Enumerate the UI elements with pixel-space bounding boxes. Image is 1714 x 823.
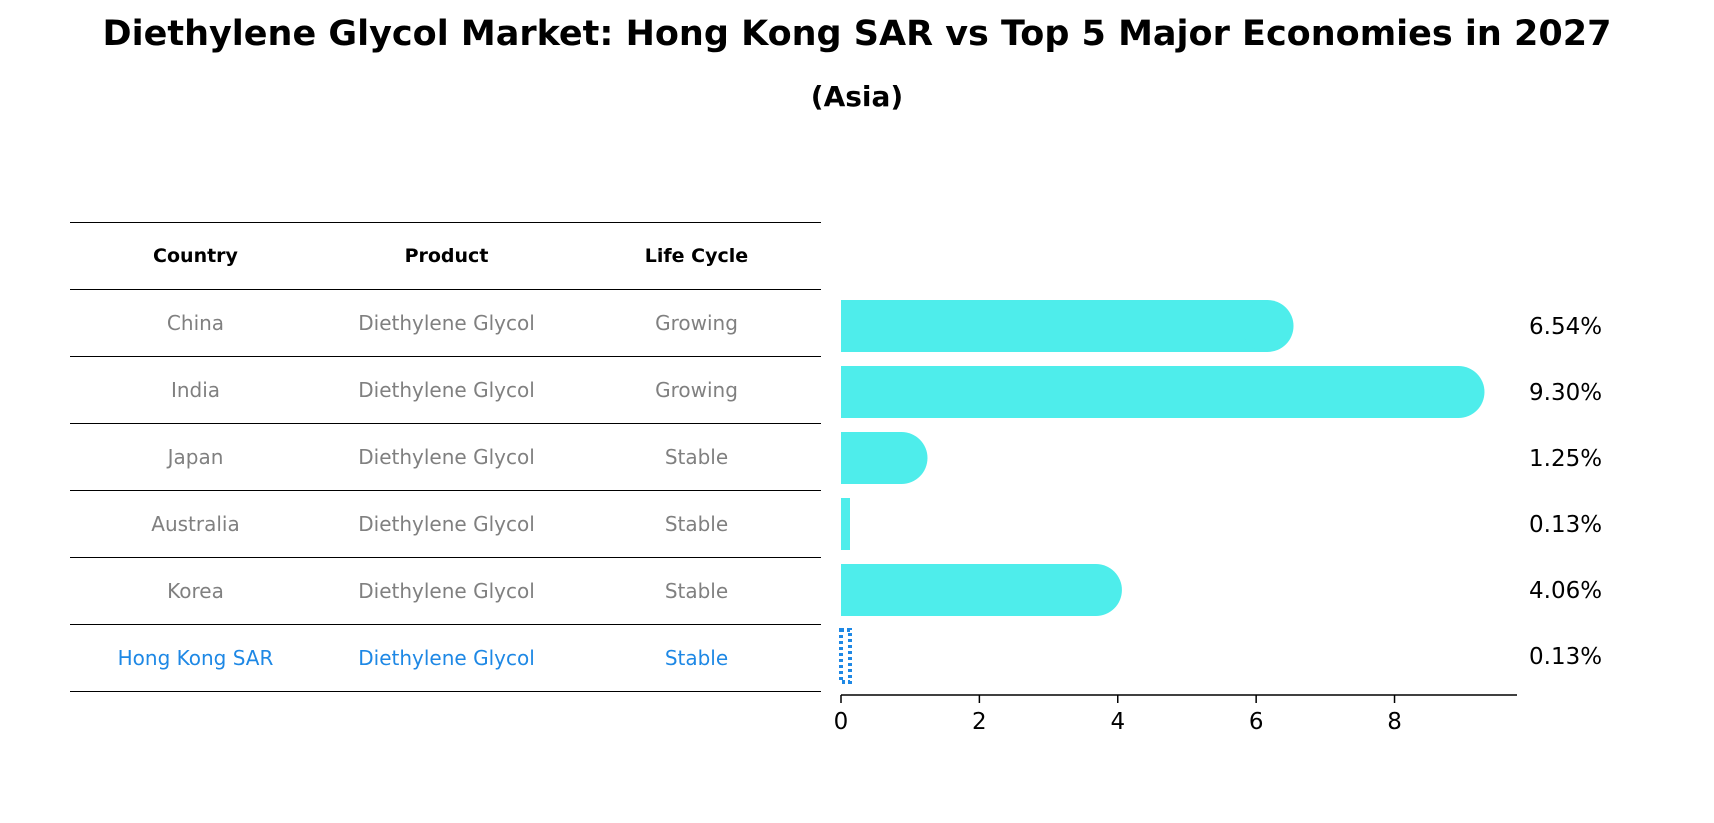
- table-row: Korea Diethylene Glycol Stable: [70, 557, 821, 624]
- table-row-highlight: Hong Kong SAR Diethylene Glycol Stable: [70, 624, 821, 692]
- bar-korea: [841, 564, 1122, 616]
- header-country: Country: [153, 245, 238, 267]
- bar-japan: [841, 432, 928, 484]
- life-cycle-cell: Stable: [664, 579, 729, 603]
- country-cell: Korea: [167, 579, 224, 603]
- value-label: 6.54%: [1529, 314, 1602, 340]
- x-tick-label: 6: [1249, 709, 1264, 735]
- header-life-cycle: Life Cycle: [644, 245, 749, 267]
- product-cell: Diethylene Glycol: [358, 579, 535, 603]
- country-cell: China: [166, 311, 225, 335]
- bar-hong-kong-sar: [839, 628, 852, 684]
- bar-chart: 6.54% 9.30% 1.25% 0.13% 4.06% 0.13% 0 2 4 6 8: [834, 300, 1602, 735]
- value-label: 0.13%: [1529, 512, 1602, 538]
- life-cycle-cell: Stable: [664, 512, 729, 536]
- life-cycle-cell: Growing: [655, 378, 738, 402]
- bar-australia: [841, 498, 850, 550]
- bar-india: [841, 366, 1485, 418]
- product-cell: Diethylene Glycol: [358, 646, 535, 670]
- value-label: 4.06%: [1529, 578, 1602, 604]
- chart-title: Diethylene Glycol Market: Hong Kong SAR …: [102, 14, 1612, 54]
- product-cell: Diethylene Glycol: [358, 445, 535, 469]
- country-cell: Australia: [151, 512, 240, 536]
- data-table: Country Product Life Cycle China Diethyl…: [70, 222, 821, 692]
- product-cell: Diethylene Glycol: [358, 378, 535, 402]
- value-label: 1.25%: [1529, 446, 1602, 472]
- product-cell: Diethylene Glycol: [358, 311, 535, 335]
- bar-china: [841, 300, 1294, 352]
- product-cell: Diethylene Glycol: [358, 512, 535, 536]
- x-tick-label: 8: [1387, 709, 1402, 735]
- country-cell: Hong Kong SAR: [117, 646, 274, 670]
- chart-subtitle: (Asia): [810, 80, 904, 113]
- table-row: Australia Diethylene Glycol Stable: [70, 490, 821, 557]
- x-tick-label: 2: [972, 709, 987, 735]
- x-tick-label: 0: [834, 709, 849, 735]
- table-header-row: Country Product Life Cycle: [70, 222, 821, 289]
- life-cycle-cell: Stable: [664, 646, 729, 670]
- country-cell: Japan: [167, 445, 224, 469]
- table-row: China Diethylene Glycol Growing: [70, 289, 821, 356]
- life-cycle-cell: Stable: [664, 445, 729, 469]
- life-cycle-cell: Growing: [655, 311, 738, 335]
- table-row: India Diethylene Glycol Growing: [70, 356, 821, 423]
- value-label: 9.30%: [1529, 380, 1602, 406]
- value-label: 0.13%: [1529, 644, 1602, 670]
- header-product: Product: [404, 245, 489, 267]
- country-cell: India: [170, 378, 221, 402]
- table-row: Japan Diethylene Glycol Stable: [70, 423, 821, 490]
- x-tick-label: 4: [1110, 709, 1125, 735]
